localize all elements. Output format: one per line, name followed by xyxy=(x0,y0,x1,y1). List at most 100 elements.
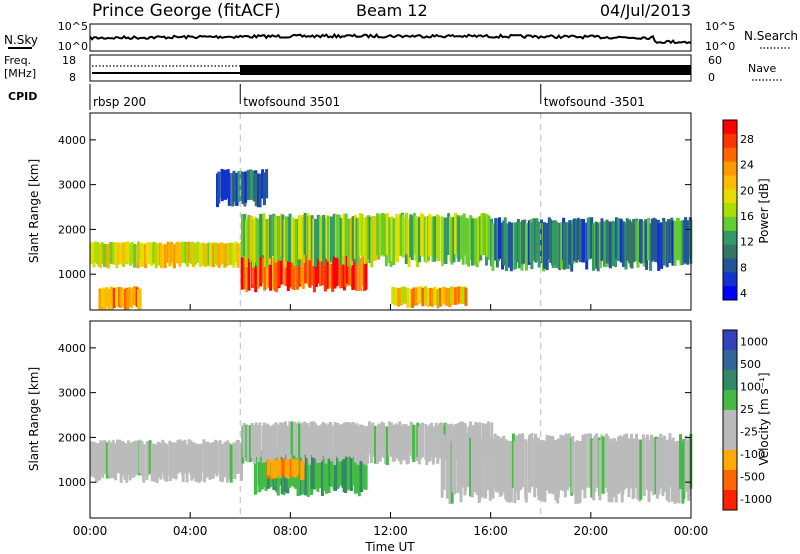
echo-cell xyxy=(323,450,326,492)
echo-cell xyxy=(636,439,640,500)
echo-cell xyxy=(148,440,152,475)
echo-cell xyxy=(471,218,474,266)
echo-cell xyxy=(560,222,564,269)
echo-cell xyxy=(303,212,307,255)
echo-cell xyxy=(584,433,587,489)
echo-cell xyxy=(133,244,137,268)
echo-cell xyxy=(339,424,343,461)
echo-cell xyxy=(123,443,127,480)
echo-cell xyxy=(652,437,656,496)
echo-cell xyxy=(159,244,163,269)
echo-cell xyxy=(351,257,355,290)
colorbar-segment xyxy=(723,189,737,204)
echo-cell xyxy=(344,451,348,493)
echo-cell xyxy=(392,218,396,265)
echo-cell xyxy=(105,442,109,479)
echo-cell xyxy=(261,169,265,199)
echo-cell xyxy=(320,255,324,286)
nave-axis-top: 60 xyxy=(708,54,722,67)
echo-cell xyxy=(100,242,104,264)
echo-cell xyxy=(267,425,271,464)
echo-cell xyxy=(380,421,384,456)
echo-cell xyxy=(605,219,609,264)
echo-cell xyxy=(334,450,337,492)
echo-cell xyxy=(324,452,328,494)
echo-cell xyxy=(254,422,258,457)
echo-cell xyxy=(199,443,203,482)
echo-cell xyxy=(630,222,634,269)
echo-cell xyxy=(623,434,626,490)
echo-cell xyxy=(193,242,197,265)
echo-cell xyxy=(329,216,333,262)
echo-cell xyxy=(236,440,240,474)
echo-cell xyxy=(269,257,273,291)
echo-cell xyxy=(603,221,606,267)
echo-cell xyxy=(274,422,278,457)
echo-cell xyxy=(578,218,582,263)
echo-cell xyxy=(246,425,250,463)
echo-cell xyxy=(418,216,421,263)
nsearch-label: N.Search xyxy=(744,29,798,43)
echo-cell xyxy=(126,288,130,310)
echo-cell xyxy=(192,243,195,267)
echo-cell xyxy=(264,450,268,491)
echo-cell xyxy=(217,171,221,204)
echo-cell xyxy=(480,438,484,498)
velocity-echoes xyxy=(90,321,693,518)
echo-cell xyxy=(303,421,307,455)
echo-cell xyxy=(475,437,479,495)
echo-cell xyxy=(442,286,446,304)
echo-cell xyxy=(412,287,416,306)
echo-cell xyxy=(440,438,444,498)
echo-cell xyxy=(382,213,386,257)
echo-cell xyxy=(121,441,125,477)
echo-cell xyxy=(335,255,339,287)
echo-cell xyxy=(559,434,563,491)
echo-cell xyxy=(291,217,295,263)
echo-cell xyxy=(230,242,234,266)
echo-cell xyxy=(518,222,521,269)
colorbar-tick-label: 28 xyxy=(740,133,754,146)
echo-cell xyxy=(107,244,111,269)
echo-cell xyxy=(673,441,677,504)
echo-cell xyxy=(281,214,285,259)
echo-cell xyxy=(545,222,549,271)
echo-cell xyxy=(530,222,534,270)
echo-cell xyxy=(596,223,600,272)
echo-cell xyxy=(491,438,495,499)
cpid-segment-label: twofsound -3501 xyxy=(544,95,645,109)
echo-cell xyxy=(115,244,119,269)
echo-cell xyxy=(290,256,294,289)
echo-cell xyxy=(469,437,473,497)
echo-cell xyxy=(317,449,321,489)
echo-cell xyxy=(431,426,435,465)
echo-cell xyxy=(338,256,342,289)
echo-cell xyxy=(330,424,334,462)
y-tick-label: 4000 xyxy=(58,342,86,355)
echo-cell xyxy=(473,218,477,266)
echo-cell xyxy=(247,257,251,291)
echo-cell xyxy=(130,242,134,264)
echo-cell xyxy=(244,171,248,203)
cpid-segment-label: twofsound 3501 xyxy=(243,95,340,109)
echo-cell xyxy=(370,216,374,261)
power-y-axis: 1000 2000 3000 4000 xyxy=(58,134,691,281)
echo-cell xyxy=(360,451,364,492)
echo-cell xyxy=(430,422,433,458)
echo-cell xyxy=(340,256,344,289)
echo-cell xyxy=(665,439,669,501)
y-tick-label: 2000 xyxy=(58,223,86,236)
echo-cell xyxy=(582,219,585,263)
nave-axis-bottom: 0 xyxy=(708,71,715,84)
echo-cell xyxy=(337,215,341,259)
y-tick-label: 3000 xyxy=(58,179,86,192)
echo-cell xyxy=(297,215,301,260)
echo-cell xyxy=(142,243,146,267)
echo-cell xyxy=(343,422,347,457)
echo-cell xyxy=(548,436,551,494)
echo-cell xyxy=(236,244,240,268)
echo-cell xyxy=(464,435,467,491)
echo-cell xyxy=(254,451,258,494)
echo-cell xyxy=(442,434,446,490)
echo-cell xyxy=(385,213,389,255)
